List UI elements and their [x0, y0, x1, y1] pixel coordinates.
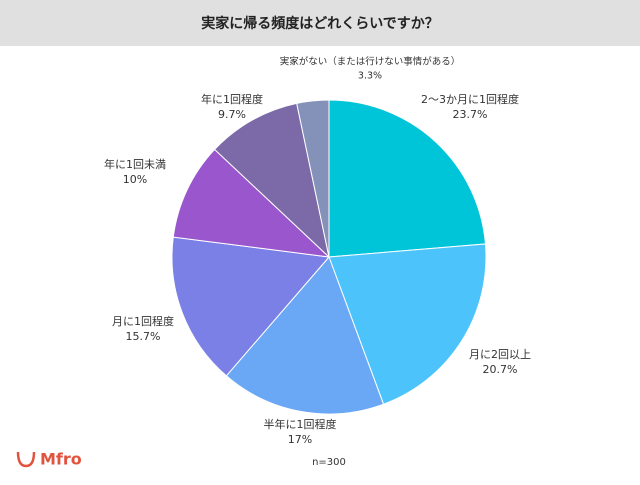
logo-icon: [16, 451, 36, 468]
value-label: 20.7%: [483, 363, 518, 376]
header-band: [0, 0, 640, 46]
pie-slice: [328, 243, 487, 405]
sample-note: n=300: [312, 457, 346, 468]
chart-title: 実家に帰る頻度はどれくらいですか？: [201, 15, 439, 32]
value-label: 3.3%: [358, 71, 382, 82]
pie-slice: [328, 99, 486, 258]
slice-label: 月に2回以上: [469, 348, 531, 361]
slice-label: 年に1回未満: [104, 157, 166, 171]
slice-label: 実家がない（または行けない事情がある）: [280, 56, 461, 68]
slice-label: 年に1回程度: [201, 92, 263, 106]
value-label: 17%: [288, 433, 312, 446]
logo-text: Mfro: [40, 450, 82, 469]
logo-group: Mfro: [16, 450, 82, 469]
pie-slice: [296, 99, 330, 258]
pie-slice: [225, 256, 385, 415]
slice-label: 半年に1回程度: [264, 417, 337, 431]
pie-slice: [172, 148, 331, 258]
value-label: 15.7%: [126, 330, 161, 343]
value-label: 9.7%: [218, 108, 246, 121]
pie-slice: [213, 102, 330, 259]
value-label: 10%: [123, 173, 147, 186]
value-label: 23.7%: [453, 108, 488, 121]
pie-slice: [171, 236, 330, 377]
slice-label: 2〜3か月に1回程度: [421, 92, 519, 106]
slice-label: 月に1回程度: [112, 314, 174, 328]
